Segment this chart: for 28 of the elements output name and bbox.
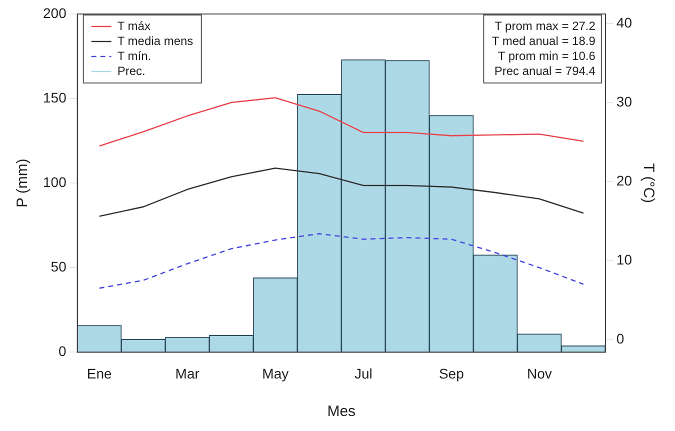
y-tick-label: 150 [43,89,67,106]
legend-label: T mín. [117,48,152,63]
y-axis-title: P (mm) [14,158,32,208]
y2-tick-label: 30 [616,93,632,110]
x-tick-label: Ene [86,365,112,382]
y2-tick-label: 40 [616,14,632,30]
x-tick-label: Nov [526,365,552,382]
y-tick-label: 200 [43,4,67,21]
x-tick-label: Mar [175,365,200,382]
x-tick-label: May [262,365,289,382]
legend-label: T máx [117,18,150,33]
legend-label: Prec. [117,64,146,78]
x-axis-title: Mes [327,403,356,420]
x-tick-label: Sep [438,365,464,382]
y2-axis-title: T (°C) [640,163,657,204]
annotation: T prom max = 27.2 [494,18,596,33]
annotation: T prom min = 10.6 [498,48,596,63]
y2-tick-label: 20 [616,172,632,188]
y-tick-label: 100 [43,174,67,190]
legend-label: T media mens [117,34,194,48]
annotation: Prec anual = 794.4 [494,64,596,78]
annotation: T med anual = 18.9 [492,34,596,48]
line-series [98,233,584,289]
y2-tick-label: 10 [616,251,632,268]
y2-tick-label: 0 [616,330,624,346]
y-tick-label: 0 [58,343,67,360]
x-tick-label: Jul [354,365,372,382]
y-tick-label: 50 [50,258,67,275]
